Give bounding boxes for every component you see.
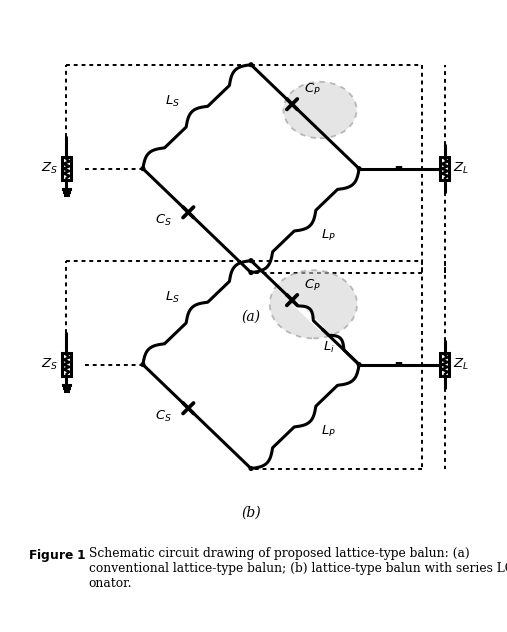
Circle shape	[141, 167, 144, 171]
Circle shape	[249, 63, 253, 66]
Text: $Z_L$: $Z_L$	[453, 161, 469, 176]
Circle shape	[249, 270, 253, 274]
Text: $L_P$: $L_P$	[321, 424, 336, 439]
Ellipse shape	[283, 82, 356, 138]
Text: (a): (a)	[241, 310, 261, 324]
Text: $L_P$: $L_P$	[321, 228, 336, 243]
Circle shape	[249, 258, 253, 262]
Text: $L_i$: $L_i$	[323, 341, 335, 355]
Text: $C_P$: $C_P$	[304, 82, 320, 97]
Text: $C_P$: $C_P$	[304, 277, 320, 293]
Text: $C_S$: $C_S$	[155, 213, 172, 228]
Circle shape	[357, 167, 361, 171]
Text: $Z_S$: $Z_S$	[41, 161, 58, 176]
Text: $\bf{Figure\ 1}$: $\bf{Figure\ 1}$	[28, 547, 86, 564]
Text: (b): (b)	[241, 506, 261, 520]
Circle shape	[249, 466, 253, 470]
Bar	[440, 157, 449, 180]
Text: $L_S$: $L_S$	[165, 290, 179, 305]
Circle shape	[357, 363, 361, 367]
Bar	[440, 353, 449, 376]
Text: $C_S$: $C_S$	[155, 409, 172, 424]
Circle shape	[141, 363, 144, 367]
Bar	[62, 353, 71, 376]
Text: Schematic circuit drawing of proposed lattice-type balun: (a)
conventional latti: Schematic circuit drawing of proposed la…	[89, 547, 507, 590]
Text: $Z_S$: $Z_S$	[41, 357, 58, 372]
Bar	[62, 157, 71, 180]
Text: $Z_L$: $Z_L$	[453, 357, 469, 372]
Ellipse shape	[270, 270, 357, 338]
Text: $L_S$: $L_S$	[165, 94, 179, 109]
